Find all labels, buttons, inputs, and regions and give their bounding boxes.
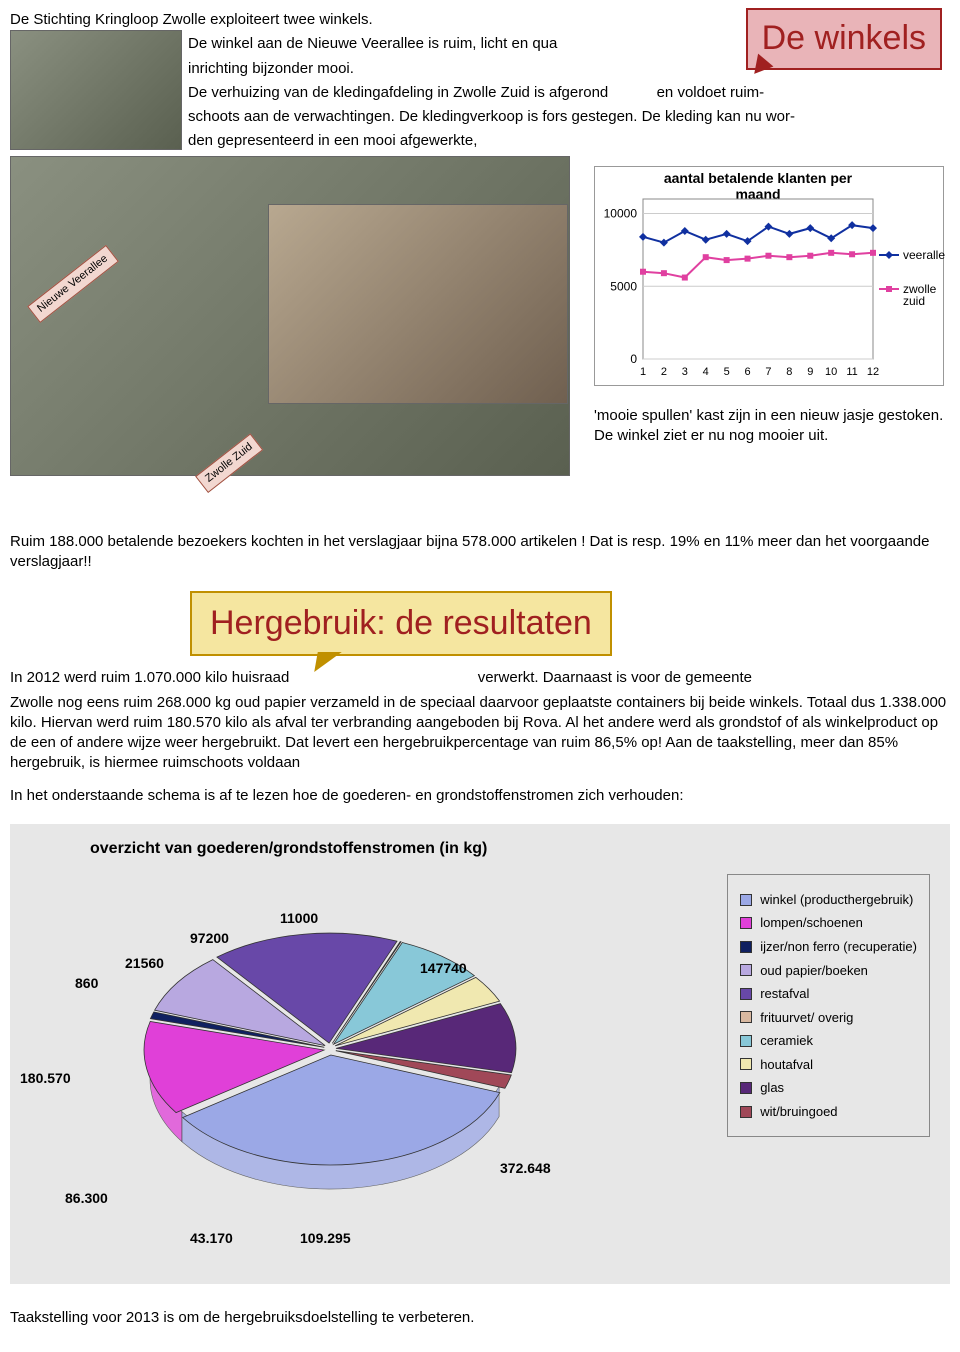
pie-legend-item: winkel (producthergebruik) bbox=[740, 891, 917, 909]
svg-text:1: 1 bbox=[640, 366, 646, 378]
pie-area: overzicht van goederen/grondstoffenstrom… bbox=[10, 824, 950, 1284]
callout-resultaten: Hergebruik: de resultaten bbox=[190, 591, 612, 657]
svg-text:12: 12 bbox=[867, 366, 879, 378]
pie-value-label: 11000 bbox=[280, 909, 318, 928]
result-para3: In het onderstaande schema is af te leze… bbox=[10, 786, 950, 806]
svg-text:4: 4 bbox=[703, 366, 709, 378]
intro-line4: schoots aan de verwachtingen. De kleding… bbox=[188, 107, 950, 127]
photo-zwolle-zuid bbox=[268, 204, 568, 404]
svg-text:2: 2 bbox=[661, 366, 667, 378]
svg-text:5: 5 bbox=[724, 366, 730, 378]
pie-legend-item: oud papier/boeken bbox=[740, 962, 917, 980]
intro-line3: De verhuizing van de kledingafdeling in … bbox=[188, 83, 950, 103]
pie-value-label: 147740 bbox=[420, 959, 467, 978]
quote-text: 'mooie spullen' kast zijn in een nieuw j… bbox=[594, 406, 944, 447]
result-para2: Zwolle nog eens ruim 268.000 kg oud papi… bbox=[10, 693, 950, 774]
pie-value-label: 372.648 bbox=[500, 1159, 551, 1178]
svg-text:9: 9 bbox=[807, 366, 813, 378]
svg-text:7: 7 bbox=[765, 366, 771, 378]
svg-text:3: 3 bbox=[682, 366, 688, 378]
pie-value-label: 109.295 bbox=[300, 1229, 351, 1248]
pie-value-label: 43.170 bbox=[190, 1229, 233, 1248]
svg-text:veerallee: veerallee bbox=[903, 248, 945, 262]
result-para1: In 2012 werd ruim 1.070.000 kilo huisraa… bbox=[10, 668, 950, 688]
pie-value-label: 21560 bbox=[125, 954, 164, 973]
svg-text:8: 8 bbox=[786, 366, 792, 378]
pie-legend-item: wit/bruingoed bbox=[740, 1103, 917, 1121]
pie-legend-item: ceramiek bbox=[740, 1032, 917, 1050]
pie-value-label: 86.300 bbox=[65, 1189, 108, 1208]
intro-line5: den gepresenteerd in een mooi afgewerkte… bbox=[188, 131, 950, 151]
svg-text:5000: 5000 bbox=[610, 279, 637, 293]
line-chart-svg: aantal betalende klanten permaand0500010… bbox=[595, 167, 945, 387]
pie-value-label: 860 bbox=[75, 974, 98, 993]
pie-legend-item: houtafval bbox=[740, 1056, 917, 1074]
callout-winkels: De winkels bbox=[746, 8, 942, 70]
svg-text:6: 6 bbox=[744, 366, 750, 378]
photo-veerallee bbox=[10, 30, 182, 150]
svg-text:0: 0 bbox=[630, 352, 637, 366]
pie-legend: winkel (producthergebruik) lompen/schoene… bbox=[727, 874, 930, 1137]
svg-text:10: 10 bbox=[825, 366, 837, 378]
pie-title: overzicht van goederen/grondstoffenstrom… bbox=[90, 838, 940, 860]
pie-legend-item: ijzer/non ferro (recuperatie) bbox=[740, 938, 917, 956]
line-chart: aantal betalende klanten permaand0500010… bbox=[594, 166, 944, 386]
svg-text:10000: 10000 bbox=[604, 207, 638, 221]
top-section: De Stichting Kringloop Zwolle exploiteer… bbox=[10, 6, 950, 526]
pie-chart: 372.648 147740 11000 97200 21560 860 180.570 86… bbox=[20, 869, 640, 1229]
svg-text:11: 11 bbox=[846, 366, 857, 378]
svg-text:aantal betalende klanten per: aantal betalende klanten per bbox=[664, 170, 853, 186]
pie-value-label: 180.570 bbox=[20, 1069, 71, 1088]
summary-text: Ruim 188.000 betalende bezoekers kochten… bbox=[10, 532, 950, 573]
pie-value-label: 97200 bbox=[190, 929, 229, 948]
pie-legend-item: lompen/schoenen bbox=[740, 914, 917, 932]
pie-legend-item: frituurvet/ overig bbox=[740, 1009, 917, 1027]
pie-legend-item: glas bbox=[740, 1079, 917, 1097]
footer-text: Taakstelling voor 2013 is om de hergebru… bbox=[10, 1308, 950, 1328]
pie-legend-item: restafval bbox=[740, 985, 917, 1003]
svg-text:zuid: zuid bbox=[903, 294, 925, 308]
